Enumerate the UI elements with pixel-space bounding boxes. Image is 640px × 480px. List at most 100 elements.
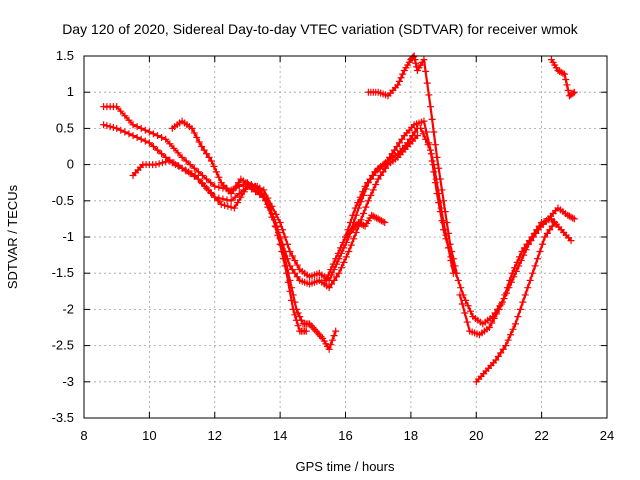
- data-point: [332, 327, 340, 335]
- data-point: [125, 130, 133, 138]
- x-tick-label: 8: [80, 428, 87, 443]
- data-point: [379, 168, 387, 176]
- y-tick-labels: 1.5 1 0.5 0 -0.5 -1 -1.5 -2 -2.5 -3 -3.5: [52, 48, 74, 425]
- data-point: [531, 262, 539, 270]
- data-point: [379, 218, 387, 226]
- data-point: [391, 146, 399, 154]
- data-point: [253, 182, 261, 190]
- data-point: [237, 193, 245, 201]
- data-point: [461, 309, 469, 317]
- data-point: [464, 302, 472, 310]
- data-point: [381, 219, 389, 227]
- data-point: [511, 320, 519, 328]
- data-point: [411, 128, 419, 136]
- data-point: [368, 171, 376, 179]
- data-point: [193, 133, 201, 141]
- data-point: [230, 186, 238, 194]
- data-point: [536, 247, 544, 255]
- data-point: [269, 213, 277, 221]
- data-point: [113, 124, 121, 132]
- data-point: [330, 332, 338, 340]
- plot-frame: [83, 55, 608, 419]
- data-series: [100, 52, 578, 386]
- data-point: [286, 287, 294, 295]
- y-tick-label: 0: [67, 157, 74, 172]
- series-arc-11: [547, 56, 578, 100]
- data-point: [288, 266, 296, 274]
- data-point: [274, 231, 282, 239]
- data-point: [520, 251, 528, 259]
- data-point: [117, 107, 125, 115]
- data-point: [121, 112, 129, 120]
- data-point: [369, 186, 377, 194]
- data-point: [502, 289, 510, 297]
- data-point: [259, 193, 267, 201]
- data-point: [178, 153, 186, 161]
- data-point: [526, 276, 534, 284]
- data-point: [548, 222, 556, 230]
- data-point: [276, 240, 284, 248]
- data-point: [214, 197, 222, 205]
- data-point: [393, 143, 401, 150]
- data-point: [141, 137, 149, 145]
- data-point: [457, 284, 465, 292]
- data-point: [330, 276, 338, 284]
- data-point: [458, 300, 466, 308]
- data-point: [284, 278, 292, 286]
- data-point: [456, 291, 464, 299]
- data-point: [509, 325, 517, 333]
- data-point: [362, 203, 370, 211]
- data-point: [121, 128, 129, 136]
- series-arc-10: [472, 219, 559, 386]
- data-point: [328, 336, 336, 344]
- data-point: [145, 128, 153, 136]
- data-point: [495, 305, 503, 313]
- data-point: [388, 150, 396, 158]
- data-point: [519, 298, 527, 306]
- data-point: [422, 67, 430, 75]
- y-tick-label: -1: [62, 229, 74, 244]
- data-point: [383, 157, 391, 165]
- series-line: [171, 120, 308, 333]
- data-point: [444, 244, 452, 252]
- data-point: [230, 204, 238, 212]
- x-tick-label: 12: [208, 428, 222, 443]
- data-point: [283, 269, 291, 277]
- data-point: [443, 219, 451, 227]
- data-point: [235, 190, 243, 198]
- data-point: [288, 296, 296, 304]
- data-point: [419, 130, 427, 138]
- data-point: [502, 342, 510, 350]
- x-tick-label: 20: [469, 428, 483, 443]
- data-point: [444, 229, 452, 237]
- data-point: [422, 135, 430, 143]
- data-point: [170, 144, 178, 152]
- data-point: [332, 255, 340, 263]
- data-point: [264, 200, 272, 208]
- data-point: [507, 278, 515, 286]
- data-point: [234, 179, 242, 187]
- data-point: [562, 76, 570, 84]
- series-line: [419, 127, 573, 325]
- data-point: [337, 264, 345, 272]
- data-point: [129, 121, 137, 129]
- data-point: [133, 133, 141, 141]
- data-point: [504, 336, 512, 344]
- data-point: [515, 262, 523, 270]
- data-point: [215, 183, 223, 191]
- data-point: [223, 196, 231, 204]
- data-point: [271, 222, 279, 230]
- data-point: [154, 146, 162, 154]
- data-point: [345, 247, 353, 255]
- data-point: [454, 276, 462, 284]
- data-point: [289, 305, 297, 313]
- data-point: [145, 139, 153, 147]
- data-point: [224, 202, 232, 210]
- data-point: [447, 253, 455, 261]
- data-point: [166, 140, 174, 148]
- data-point: [517, 257, 525, 265]
- y-tick-label: -3: [62, 374, 74, 389]
- data-point: [158, 159, 166, 167]
- data-point: [516, 305, 524, 313]
- data-point: [452, 269, 460, 277]
